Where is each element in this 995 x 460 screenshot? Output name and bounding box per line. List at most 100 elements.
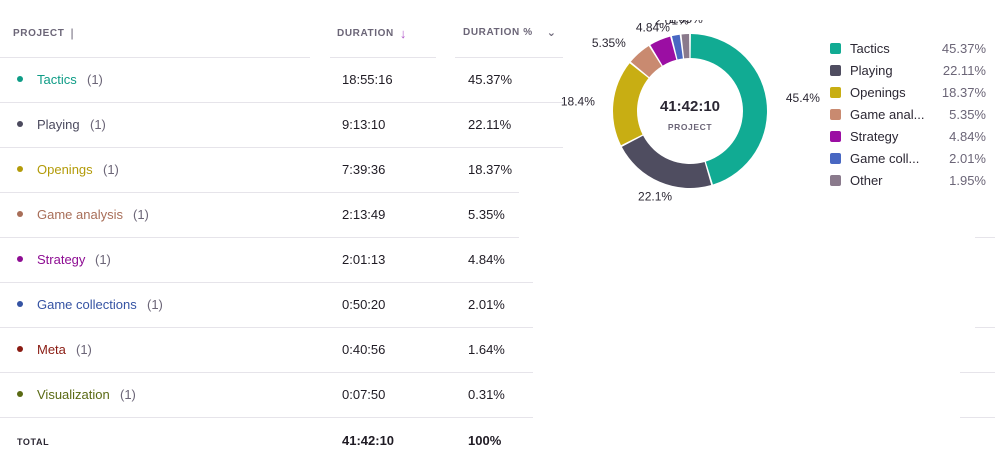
donut-data-label: 5.35%: [592, 36, 626, 50]
project-name[interactable]: Visualization: [37, 387, 110, 402]
project-name[interactable]: Meta: [37, 342, 66, 357]
project-count: (1): [147, 297, 163, 312]
legend-item[interactable]: Tactics 45.37%: [830, 40, 990, 62]
legend-percent: 5.35%: [949, 107, 986, 122]
donut-slice[interactable]: [621, 135, 712, 188]
donut-center-total: 41:42:10: [660, 98, 720, 115]
table-row[interactable]: Openings (1) 7:39:36 18.37%: [0, 147, 540, 192]
project-count: (1): [76, 342, 92, 357]
legend-item[interactable]: Playing 22.11%: [830, 62, 990, 84]
panel-divider: [975, 327, 995, 328]
legend-item[interactable]: Strategy 4.84%: [830, 128, 990, 150]
legend-item[interactable]: Openings 18.37%: [830, 84, 990, 106]
project-percent: 18.37%: [468, 162, 513, 177]
panel-divider: [960, 417, 995, 418]
project-name[interactable]: Openings: [37, 162, 93, 177]
project-duration: 2:13:49: [342, 207, 386, 222]
table-row[interactable]: Game collections (1) 0:50:20 2.01%: [0, 282, 540, 327]
column-header-duration[interactable]: DURATION ↓: [337, 26, 407, 41]
project-count: (1): [87, 72, 103, 87]
project-percent: 1.64%: [468, 342, 505, 357]
project-color-dot: [17, 76, 23, 82]
project-color-dot: [17, 166, 23, 172]
legend-item[interactable]: Game coll... 2.01%: [830, 150, 990, 172]
legend-percent: 22.11%: [942, 63, 986, 78]
donut-slice[interactable]: [613, 63, 649, 146]
legend-item[interactable]: Game anal... 5.35%: [830, 106, 990, 128]
row-divider: [0, 372, 533, 373]
chevron-down-icon[interactable]: ⌄: [546, 27, 557, 39]
project-percent: 45.37%: [468, 72, 513, 87]
project-percent: 2.01%: [468, 297, 505, 312]
project-count: (1): [133, 207, 149, 222]
legend-swatch: [830, 87, 841, 98]
sort-descending-icon[interactable]: ↓: [399, 26, 407, 41]
legend-label: Strategy: [850, 129, 899, 144]
donut-data-label: 18.4%: [561, 95, 595, 109]
project-name[interactable]: Strategy: [37, 252, 86, 267]
donut-slice[interactable]: [681, 34, 690, 59]
project-duration: 0:07:50: [342, 387, 386, 402]
legend-percent: 18.37%: [941, 85, 986, 100]
table-row[interactable]: Game analysis (1) 2:13:49 5.35%: [0, 192, 540, 237]
total-divider: [0, 417, 533, 418]
project-color-dot: [17, 301, 23, 307]
row-divider: [0, 102, 563, 103]
project-name[interactable]: Tactics: [37, 72, 77, 87]
donut-data-label: 22.1%: [638, 189, 672, 203]
donut-data-label: 2.01%: [655, 20, 689, 28]
table-row[interactable]: Playing (1) 9:13:10 22.11%: [0, 102, 540, 147]
column-resize-cursor: |: [70, 26, 75, 40]
project-name[interactable]: Game analysis: [37, 207, 123, 222]
column-header-duration-pct-label: DURATION %: [463, 27, 533, 38]
legend-swatch: [830, 153, 841, 164]
legend-swatch: [830, 65, 841, 76]
project-name[interactable]: Playing: [37, 117, 80, 132]
project-duration: 0:40:56: [342, 342, 386, 357]
project-percent: 0.31%: [468, 387, 505, 402]
row-divider: [0, 237, 519, 238]
header-divider: [455, 57, 563, 58]
project-color-dot: [17, 256, 23, 262]
legend-label: Openings: [850, 85, 906, 100]
donut-data-label: 45.4%: [786, 91, 820, 105]
donut-slice[interactable]: [690, 34, 767, 185]
row-divider: [0, 192, 519, 193]
total-duration: 41:42:10: [342, 433, 395, 448]
legend-label: Tactics: [850, 41, 890, 56]
donut-center-label: PROJECT: [668, 122, 713, 132]
project-count: (1): [103, 162, 119, 177]
project-duration: 0:50:20: [342, 297, 386, 312]
donut-slice[interactable]: [671, 34, 683, 60]
project-name[interactable]: Game collections: [37, 297, 137, 312]
project-count: (1): [90, 117, 106, 132]
project-percent: 22.11%: [468, 117, 512, 132]
legend-percent: 2.01%: [949, 151, 986, 166]
legend-item[interactable]: Other 1.95%: [830, 172, 990, 194]
legend-percent: 1.95%: [949, 173, 986, 188]
table-row[interactable]: Visualization (1) 0:07:50 0.31%: [0, 372, 540, 417]
total-label: TOTAL: [17, 437, 50, 447]
project-color-dot: [17, 211, 23, 217]
project-color-dot: [17, 121, 23, 127]
project-duration: 7:39:36: [342, 162, 386, 177]
table-row[interactable]: Strategy (1) 2:01:13 4.84%: [0, 237, 540, 282]
table-row[interactable]: Tactics (1) 18:55:16 45.37%: [0, 57, 540, 102]
header-divider: [330, 57, 436, 58]
donut-slice[interactable]: [650, 36, 677, 66]
donut-data-label: 4.84%: [636, 20, 670, 34]
column-header-duration-label: DURATION: [337, 28, 394, 39]
column-header-project[interactable]: PROJECT |: [13, 26, 74, 40]
donut-data-label: 1.95%: [669, 20, 703, 26]
donut-slice[interactable]: [630, 45, 662, 78]
table-row[interactable]: Meta (1) 0:40:56 1.64%: [0, 327, 540, 372]
project-percent: 5.35%: [468, 207, 505, 222]
row-divider: [0, 147, 563, 148]
legend-swatch: [830, 175, 841, 186]
legend-swatch: [830, 109, 841, 120]
legend-label: Playing: [850, 63, 893, 78]
project-duration: 2:01:13: [342, 252, 386, 267]
project-color-dot: [17, 391, 23, 397]
project-color-dot: [17, 346, 23, 352]
column-header-duration-pct[interactable]: DURATION % ⌄: [463, 26, 557, 39]
